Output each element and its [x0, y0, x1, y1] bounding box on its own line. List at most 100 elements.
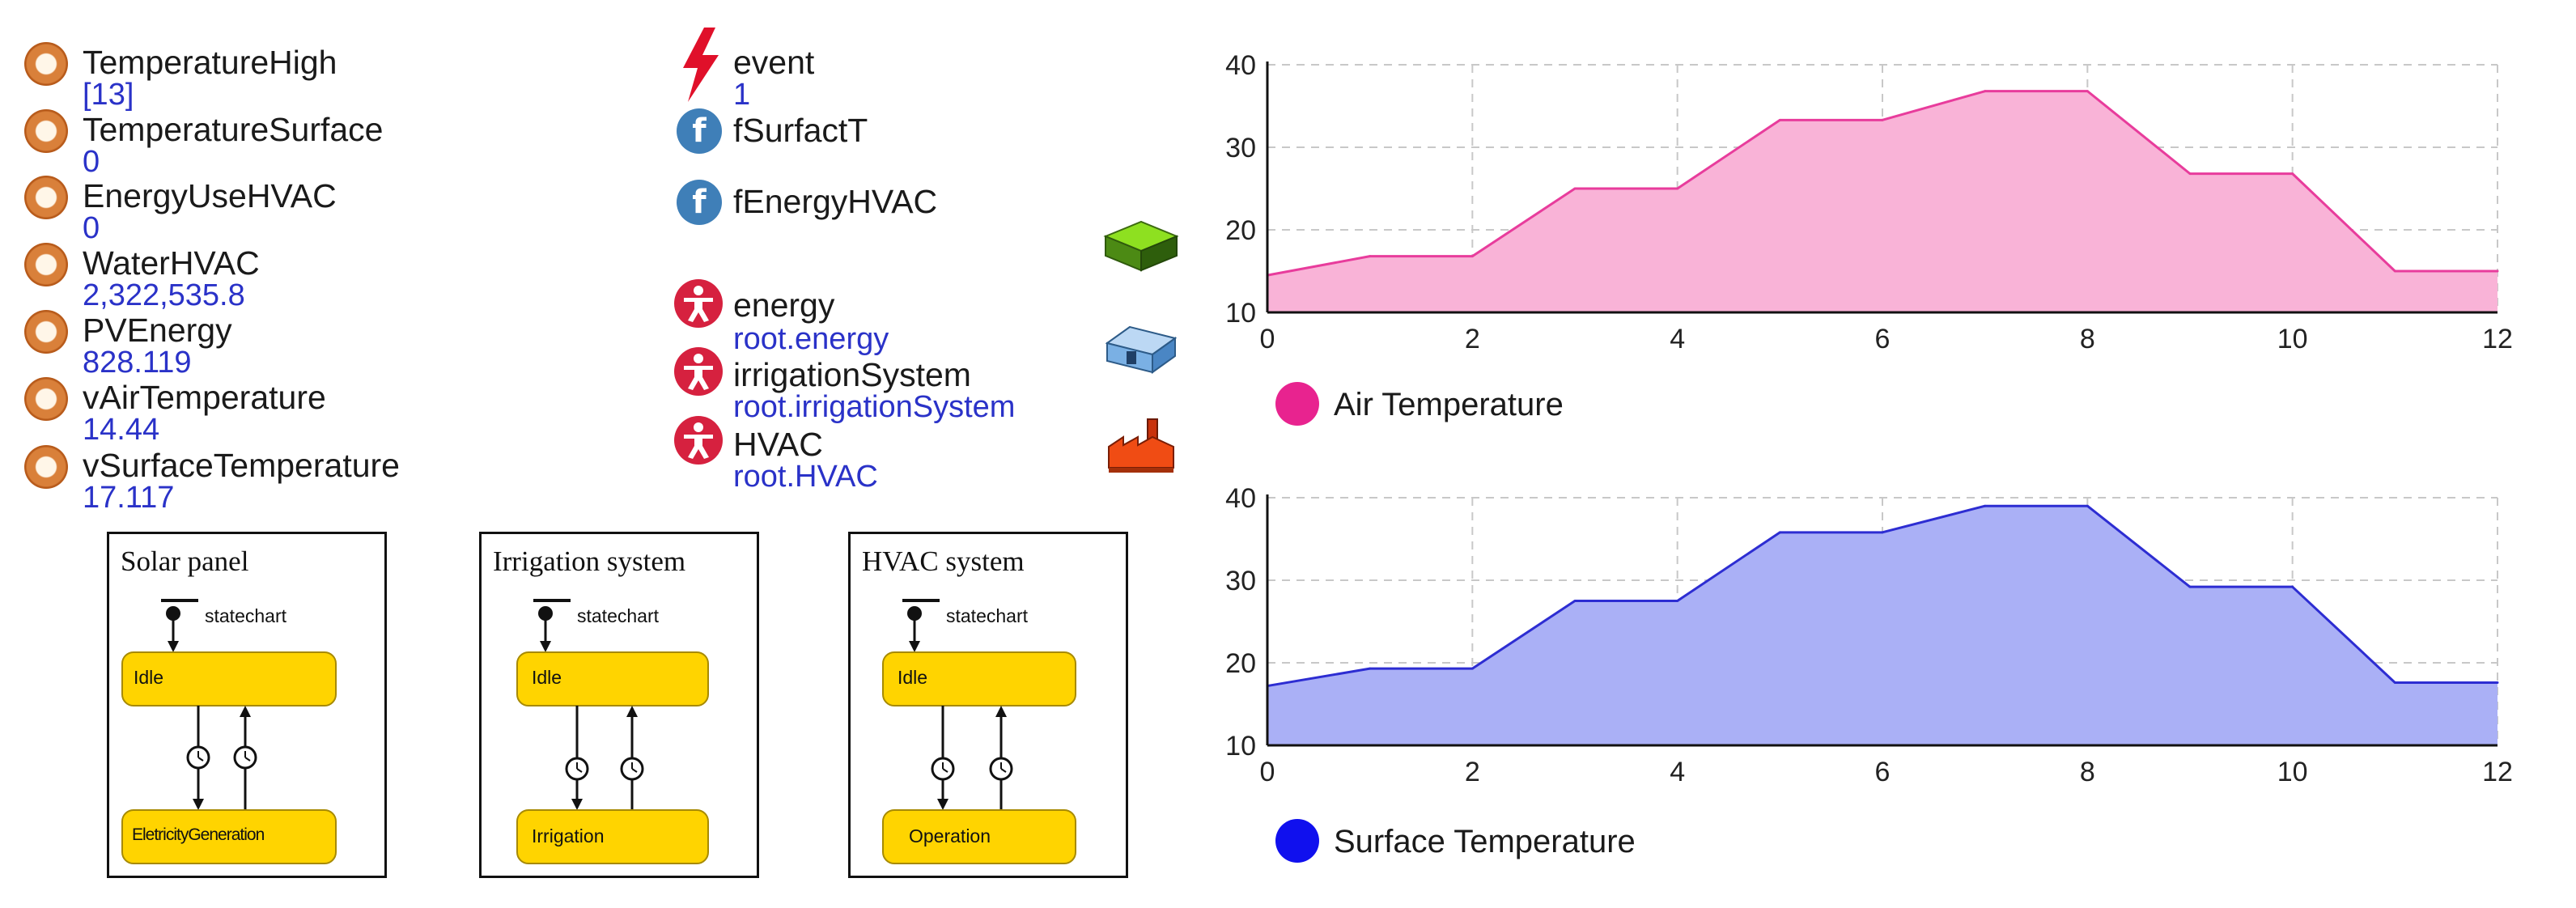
data-point — [1984, 504, 1987, 507]
function-name: fEnergyHVAC — [733, 183, 938, 220]
agent-name: irrigationSystem — [733, 356, 971, 393]
variable-name: EnergyUseHVAC — [83, 177, 337, 214]
data-point — [1676, 600, 1679, 602]
agent-path: root.HVAC — [733, 460, 878, 494]
variable-value: 0 — [83, 145, 100, 179]
data-point — [1778, 118, 1781, 121]
x-tick-label: 8 — [2080, 324, 2095, 354]
variable-name: vSurfaceTemperature — [83, 447, 400, 484]
series-line-segment — [2291, 586, 2396, 684]
data-point — [1470, 667, 1474, 670]
x-tick-label: 4 — [1670, 324, 1685, 354]
data-point — [2496, 681, 2499, 684]
data-point — [1369, 667, 1372, 670]
series-line-segment — [2291, 172, 2396, 273]
series-line-segment — [2086, 90, 2191, 175]
y-tick-label: 10 — [1225, 731, 1256, 762]
surface-temperature-chart: 10 20 30 40 0 2 4 6 8 10 12 — [1225, 483, 2513, 787]
variable-ring-icon — [24, 445, 68, 489]
agent-path: root.energy — [733, 322, 889, 356]
x-tick-label: 10 — [2277, 757, 2308, 787]
statechart-irrigation-system[interactable]: Irrigation system statechart Idle Irriga… — [479, 532, 759, 878]
agent-person-icon — [674, 347, 723, 396]
variable-ring-icon — [24, 243, 68, 286]
x-tick-label: 6 — [1875, 324, 1891, 354]
legend-marker-air[interactable] — [1275, 382, 1319, 426]
statechart-solar-panel[interactable]: Solar panel statechart Idle EletricityGe… — [107, 532, 387, 878]
data-point — [1573, 187, 1577, 190]
data-point — [2086, 504, 2089, 507]
agent-name: energy — [733, 286, 835, 324]
statechart-title: Irrigation system — [493, 545, 686, 577]
statechart-label: statechart — [577, 605, 659, 626]
event-name: event — [733, 44, 815, 81]
variable-value: 828.119 — [83, 346, 192, 380]
statechart-label: statechart — [205, 605, 286, 626]
variable-ring-icon — [24, 176, 68, 219]
statechart-label: statechart — [946, 605, 1028, 626]
green-block-icon[interactable] — [1101, 212, 1182, 277]
x-tick-label: 6 — [1875, 757, 1891, 787]
data-point — [1369, 255, 1372, 258]
red-factory-icon[interactable] — [1106, 414, 1177, 476]
legend-marker-surface[interactable] — [1275, 819, 1319, 863]
function-icon: f — [677, 108, 722, 154]
x-tick-label: 2 — [1465, 324, 1480, 354]
x-tick-label: 2 — [1465, 757, 1480, 787]
statechart-title: HVAC system — [862, 545, 1025, 577]
y-tick-label: 20 — [1225, 215, 1256, 246]
state-idle[interactable]: Idle — [134, 667, 164, 688]
statechart-diagram — [516, 599, 709, 864]
series-line-segment — [1676, 119, 1781, 190]
series-line-segment — [1267, 255, 1370, 277]
variable-name: vAirTemperature — [83, 379, 326, 416]
series-line-segment — [1882, 504, 1986, 534]
statechart-title: Solar panel — [121, 545, 249, 577]
variable-name: WaterHVAC — [83, 244, 260, 282]
area-fill — [1267, 506, 2497, 745]
variable-value: 17.117 — [83, 481, 175, 515]
x-tick-label: 8 — [2080, 757, 2095, 787]
y-tick-label: 30 — [1225, 133, 1256, 163]
state-bottom[interactable]: Operation — [909, 825, 991, 846]
variable-value: 14.44 — [83, 413, 160, 447]
state-idle[interactable]: Idle — [532, 667, 562, 688]
event-value: 1 — [733, 78, 751, 112]
data-point — [2086, 90, 2089, 93]
legend-label-air: Air Temperature — [1334, 387, 1564, 422]
series-line-segment — [1882, 90, 1986, 121]
data-point — [2291, 585, 2294, 588]
blue-building-icon[interactable] — [1102, 316, 1180, 380]
state-bottom[interactable]: EletricityGeneration — [132, 825, 265, 844]
statechart-diagram — [882, 599, 1076, 864]
state-idle[interactable]: Idle — [898, 667, 928, 688]
agent-name: HVAC — [733, 426, 823, 463]
state-bottom[interactable]: Irrigation — [532, 825, 605, 846]
variable-ring-icon — [24, 310, 68, 354]
variable-name: TemperatureHigh — [83, 44, 337, 81]
data-point — [1573, 600, 1577, 602]
x-tick-label: 0 — [1260, 324, 1275, 354]
y-tick-label: 20 — [1225, 648, 1256, 679]
area-fill — [1267, 91, 2497, 312]
lightning-icon — [683, 28, 719, 102]
x-tick-label: 12 — [2482, 757, 2513, 787]
series-line-segment — [1676, 531, 1781, 602]
air-temperature-chart: 10 20 30 40 0 2 4 6 8 10 12 — [1225, 50, 2513, 354]
function-name: fSurfactT — [733, 112, 868, 149]
statechart-hvac-system[interactable]: HVAC system statechart Idle Operation — [848, 532, 1128, 878]
legend-label-surface: Surface Temperature — [1334, 824, 1636, 859]
data-point — [1984, 90, 1987, 93]
series-line-segment — [2086, 505, 2191, 588]
y-tick-label: 30 — [1225, 566, 1256, 596]
agent-person-icon — [674, 279, 723, 328]
variable-value: [13] — [83, 78, 134, 112]
variable-ring-icon — [24, 377, 68, 421]
statechart-diagram — [121, 599, 337, 864]
y-tick-label: 40 — [1225, 50, 1256, 81]
x-tick-label: 12 — [2482, 324, 2513, 354]
x-tick-label: 10 — [2277, 324, 2308, 354]
y-tick-label: 10 — [1225, 298, 1256, 329]
agent-person-icon — [674, 416, 723, 465]
data-point — [1778, 531, 1781, 534]
